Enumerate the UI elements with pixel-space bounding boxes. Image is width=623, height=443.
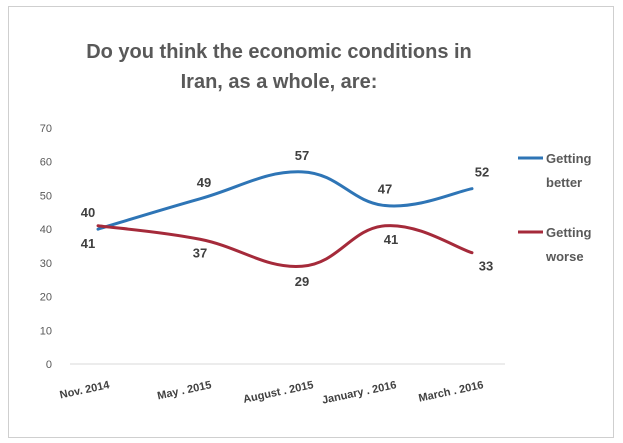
y-tick-label: 0: [46, 359, 52, 371]
legend: Getting better Getting worse: [518, 151, 592, 264]
y-tick-label: 60: [40, 157, 52, 169]
chart-title: Do you think the economic conditions in …: [86, 41, 472, 93]
data-label: 33: [479, 259, 493, 274]
y-tick-label: 10: [40, 325, 52, 337]
series-line-getting-better: [96, 170, 474, 231]
data-label: 40: [81, 205, 95, 220]
legend-label: worse: [545, 249, 584, 264]
legend-label: better: [546, 175, 582, 190]
x-tick-label: January . 2016: [321, 379, 398, 407]
series-line-getting-worse: [96, 224, 474, 268]
legend-label: Getting: [546, 225, 592, 240]
y-axis: 0 10 20 30 40 50 60 70: [40, 123, 52, 371]
legend-label: Getting: [546, 151, 592, 166]
x-tick-label: May . 2015: [156, 379, 212, 402]
data-label: 52: [475, 165, 489, 180]
data-label: 49: [197, 175, 211, 190]
y-tick-label: 70: [40, 123, 52, 135]
x-axis: Nov. 2014 May . 2015 August . 2015 January …: [59, 363, 505, 407]
y-tick-label: 30: [40, 258, 52, 270]
y-tick-label: 50: [40, 190, 52, 202]
x-tick-label: Nov. 2014: [59, 379, 112, 401]
data-label: 41: [384, 232, 398, 247]
x-tick-label: August . 2015: [242, 379, 314, 406]
chart-frame: Do you think the economic conditions in …: [8, 6, 614, 438]
y-tick-label: 20: [40, 292, 52, 304]
x-tick-label: March . 2016: [418, 379, 485, 404]
data-labels: 40 49 57 47 52 41 37 29 41 33: [81, 148, 493, 289]
series-lines: [96, 170, 474, 268]
data-label: 57: [295, 148, 309, 163]
data-label: 37: [193, 245, 207, 260]
data-label: 41: [81, 236, 95, 251]
data-label: 47: [378, 182, 392, 197]
y-tick-label: 40: [40, 224, 52, 236]
data-label: 29: [295, 274, 309, 289]
